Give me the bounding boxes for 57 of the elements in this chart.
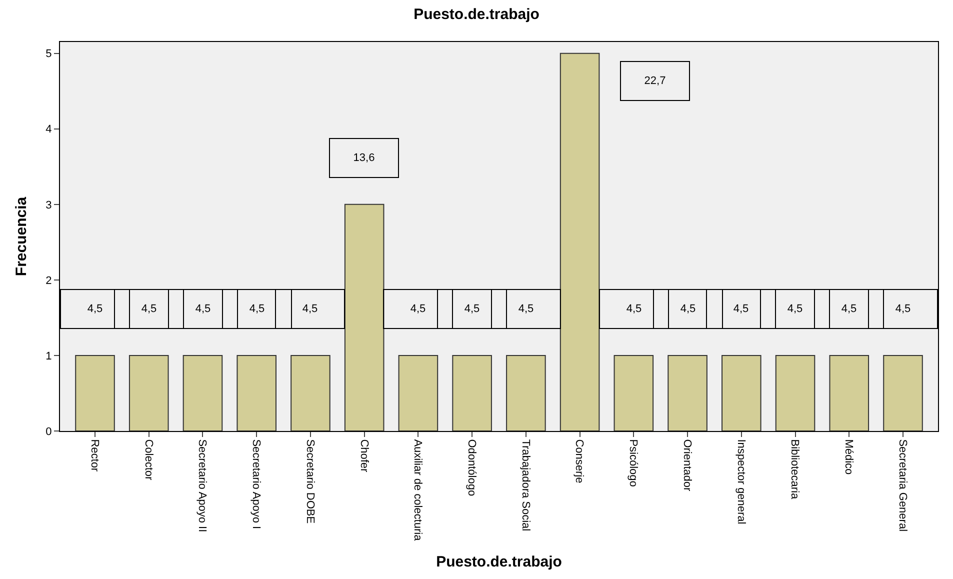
annotation: 4,5	[141, 303, 157, 315]
annotation: 4,5	[518, 303, 534, 315]
annotation: 4,5	[464, 303, 480, 315]
annotation: 22,7	[644, 75, 666, 87]
annotation: 4,5	[787, 303, 803, 315]
annotation: 4,5	[87, 303, 103, 315]
x-tick-label: Odontólogo	[465, 439, 478, 496]
annotation: 13,6	[353, 152, 375, 164]
bar	[128, 354, 169, 431]
y-tick-label: 3	[46, 199, 52, 212]
annotation: 4,5	[733, 303, 749, 315]
bar	[290, 354, 330, 431]
bar	[883, 354, 923, 431]
x-tick-label: Chofer	[358, 439, 370, 473]
chart-title: Puesto.de.trabajo	[414, 6, 540, 24]
x-tick-label: Orientador	[680, 439, 693, 492]
y-tick-label: 2	[46, 274, 52, 287]
bar	[182, 354, 223, 431]
bar	[722, 354, 762, 431]
annotation: 4,5	[895, 303, 911, 315]
annotation: 4,5	[626, 303, 642, 315]
x-tick-label: Colector	[142, 439, 154, 480]
bar	[614, 354, 654, 431]
x-tick-label: Psicólogo	[627, 439, 640, 487]
x-axis-title: Puesto.de.trabajo	[436, 554, 562, 571]
bar	[668, 354, 708, 431]
annotation: 4,5	[249, 303, 265, 315]
x-tick-label: Conserje	[573, 439, 586, 484]
y-tick-label: 1	[46, 350, 52, 362]
bar	[775, 354, 816, 431]
y-axis-title: Frecuencia	[12, 196, 30, 276]
x-tick-label: Rector	[88, 439, 100, 472]
x-tick-label: Trabajadora Social	[519, 439, 532, 532]
annotation: 4,5	[410, 303, 426, 315]
bar	[398, 354, 438, 431]
x-tick-label: Médico	[842, 439, 855, 475]
x-tick-label: Bibliotecaria	[788, 439, 801, 500]
bar	[829, 354, 870, 431]
bar	[560, 52, 600, 431]
x-tick-label: Secretario Apoyo I	[250, 439, 262, 530]
y-tick-label: 0	[46, 426, 52, 438]
y-tick-label: 5	[46, 48, 52, 60]
bar	[236, 354, 276, 431]
y-tick-label: 4	[46, 124, 52, 136]
annotation: 4,5	[680, 303, 696, 315]
x-tick-label: Secretario DOBE	[304, 439, 316, 524]
bar	[452, 354, 492, 431]
x-tick-label: Inspector general	[734, 439, 747, 524]
x-tick-label: Auxiliar de colecturia	[412, 439, 424, 542]
bar	[506, 354, 546, 431]
x-tick-label: Secretaria General	[896, 439, 908, 532]
annotation: 4,5	[302, 303, 318, 315]
annotation: 4,5	[841, 303, 857, 315]
x-tick-label: Secretario Apoyo II	[196, 439, 208, 532]
annotation: 4,5	[195, 303, 211, 315]
bar	[344, 204, 384, 431]
bar	[75, 354, 115, 431]
